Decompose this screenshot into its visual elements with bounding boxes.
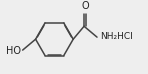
Text: O: O: [81, 1, 89, 11]
Text: HO: HO: [6, 46, 21, 56]
Text: NH₂HCl: NH₂HCl: [100, 32, 133, 41]
